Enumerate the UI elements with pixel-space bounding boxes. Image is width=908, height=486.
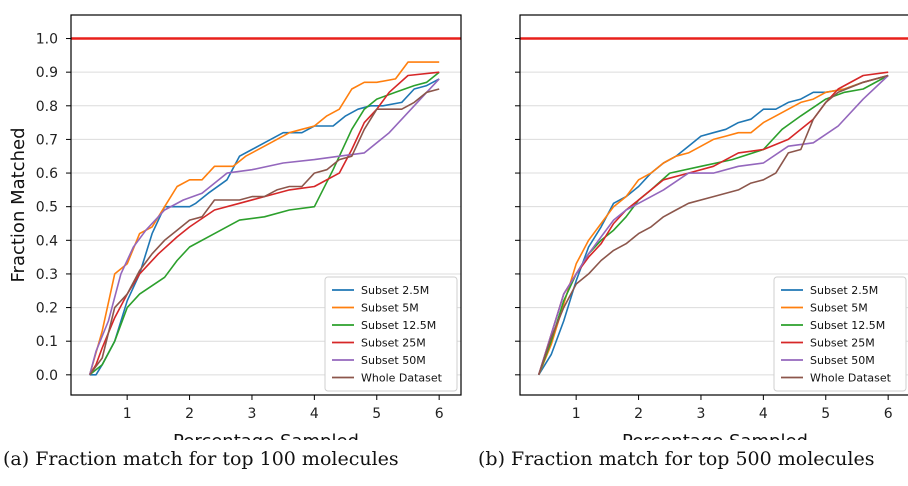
y-tick-label: 1.0 — [36, 32, 58, 48]
chart-panel-2: 123456Percentage SampledSubset 2.5MSubse… — [515, 14, 908, 440]
x-tick-label: 3 — [696, 406, 705, 422]
y-tick-label: 0.8 — [36, 99, 58, 115]
series-line — [89, 78, 440, 376]
series-line — [537, 74, 889, 376]
legend-label: Whole Dataset — [361, 372, 443, 385]
series-line — [88, 61, 440, 376]
series-line — [89, 71, 440, 376]
legend-label: Subset 12.5M — [361, 319, 436, 332]
x-axis-label: Percentage Sampled — [622, 431, 808, 440]
y-tick-label: 0.5 — [36, 200, 58, 216]
legend: Subset 2.5M Subset 5M Subset 12.5M Subset 2… — [324, 276, 458, 392]
y-tick-label: 0.6 — [36, 166, 58, 182]
x-tick-label: 2 — [634, 406, 643, 422]
y-axis-label: Fraction Matched — [8, 128, 29, 283]
y-tick-label: 0.4 — [36, 233, 58, 249]
legend-label: Subset 50M — [810, 354, 875, 367]
y-tick-label: 0.1 — [36, 334, 58, 350]
caption-b: (b) Fraction match for top 500 molecules — [478, 448, 875, 470]
legend-label: Subset 5M — [810, 302, 868, 315]
legend-label: Subset 2.5M — [810, 284, 878, 297]
series-group — [537, 71, 889, 376]
x-tick-label: 3 — [247, 406, 256, 422]
legend-label: Subset 12.5M — [810, 319, 885, 332]
x-tick-label: 1 — [572, 406, 581, 422]
x-tick-label: 4 — [310, 406, 319, 422]
legend-label: Subset 5M — [361, 302, 419, 315]
legend-label: Subset 2.5M — [361, 284, 429, 297]
y-tick-label: 0.2 — [36, 301, 58, 317]
y-tick-label: 0.9 — [36, 65, 58, 81]
series-line — [89, 71, 440, 376]
x-tick-label: 6 — [435, 406, 444, 422]
legend-box — [773, 276, 907, 392]
legend-label: Subset 50M — [361, 354, 426, 367]
x-axis-label: Percentage Sampled — [173, 431, 359, 440]
x-tick-label: 5 — [821, 406, 830, 422]
legend-label: Whole Dataset — [810, 372, 892, 385]
series-line — [537, 74, 889, 376]
y-tick-label: 0.0 — [36, 368, 58, 384]
y-tick-label: 0.3 — [36, 267, 58, 283]
x-tick-label: 1 — [123, 406, 132, 422]
plot-frame — [70, 14, 462, 396]
series-line — [537, 74, 889, 376]
x-tick-label: 2 — [185, 406, 194, 422]
series-line — [88, 78, 440, 376]
series-line — [89, 88, 440, 376]
legend-box — [324, 276, 458, 392]
caption-a: (a) Fraction match for top 100 molecules — [3, 448, 399, 470]
x-tick-label: 5 — [372, 406, 381, 422]
legend: Subset 2.5M Subset 5M Subset 12.5M Subset 2… — [773, 276, 907, 392]
x-tick-label: 6 — [884, 406, 893, 422]
legend-label: Subset 25M — [810, 337, 875, 350]
x-tick-label: 4 — [759, 406, 768, 422]
series-group — [88, 61, 440, 376]
figure: 1 2 3 4 5 6 0.0 0.1 0.2 0.3 0.4 0.5 0.6 0.7 0.8 0.9 1.0 P… — [8, 14, 908, 440]
y-tick-label: 0.7 — [36, 132, 58, 148]
series-line — [538, 74, 889, 376]
plot-frame — [519, 14, 908, 396]
legend-label: Subset 25M — [361, 337, 426, 350]
chart-panel-1: 1 2 3 4 5 6 0.0 0.1 0.2 0.3 0.4 0.5 0.6 0.7 0.8 0.9 1.0 P… — [8, 14, 462, 440]
